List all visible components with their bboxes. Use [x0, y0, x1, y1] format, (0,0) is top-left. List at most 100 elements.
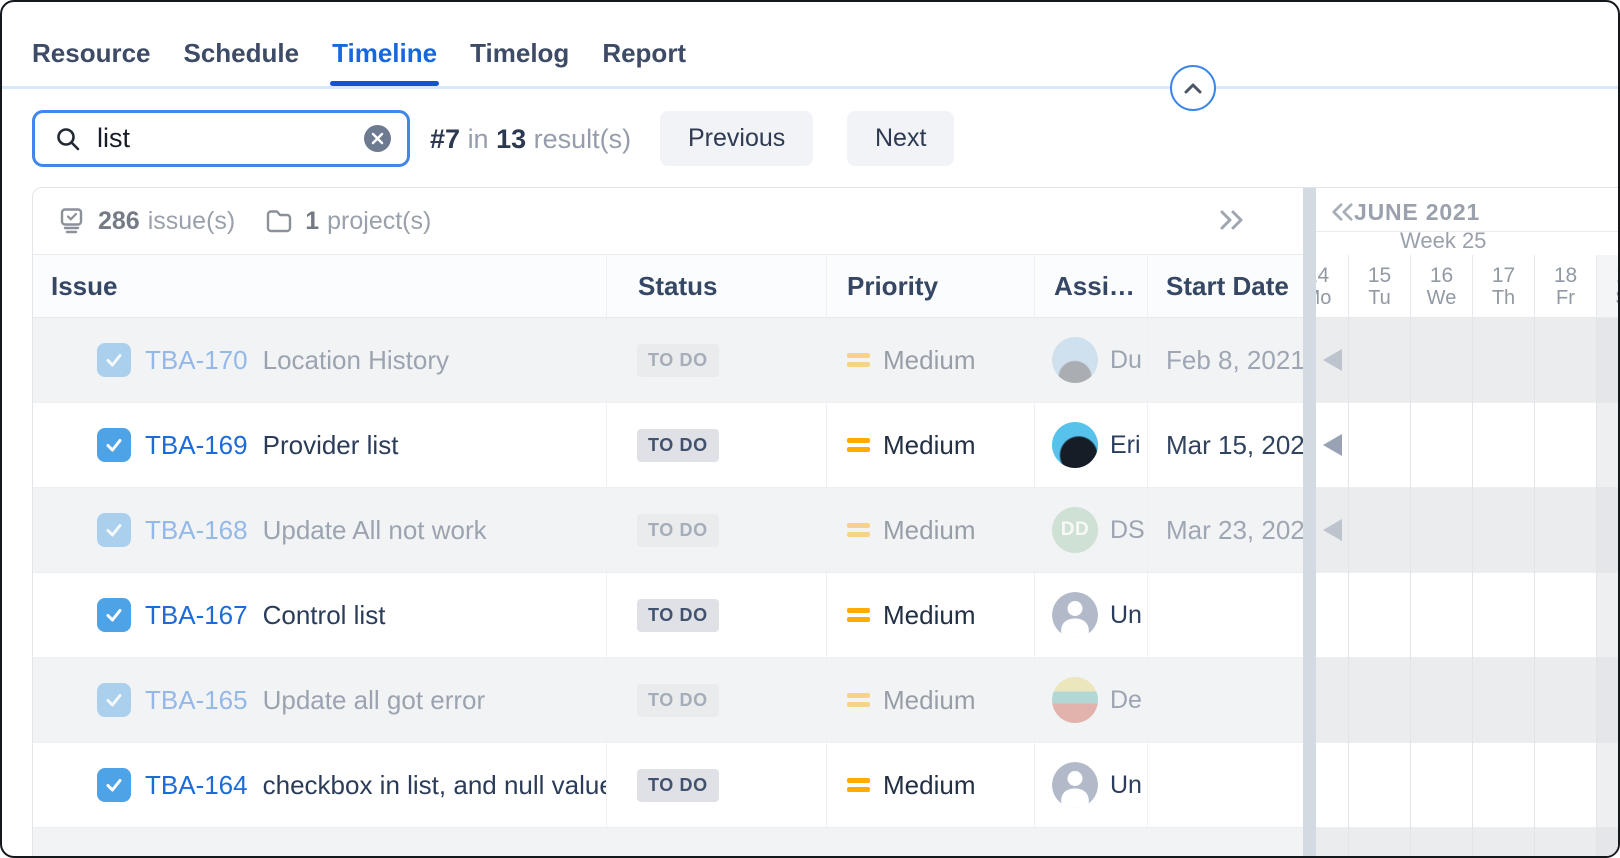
result-of-label: in — [467, 124, 489, 154]
partial-next-row — [33, 828, 1303, 856]
tab-bar: Resource Schedule Timeline Timelog Report — [32, 38, 686, 86]
timeline-month-label: JUNE 2021 — [1354, 199, 1481, 225]
assignee-name: Un — [1110, 770, 1142, 799]
priority-medium-icon — [847, 778, 870, 792]
day-header-cell: 14Mo — [1316, 255, 1348, 317]
column-header-row: Issue Status Priority Assignee Start Dat… — [33, 255, 1303, 318]
day-gridline — [1596, 318, 1597, 856]
issue-summary: checkbox in list, and null value — [262, 769, 606, 800]
row-checkbox[interactable] — [97, 683, 131, 717]
result-total: 13 — [496, 124, 527, 154]
tab-resource[interactable]: Resource — [32, 38, 151, 68]
issue-key-link[interactable]: TBA-168 — [145, 514, 248, 545]
previous-result-button[interactable]: Previous — [660, 111, 814, 166]
timeline-day-header: 14Mo15Tu16We17Th18Fr19Sa — [1316, 255, 1618, 318]
issue-summary: Update All not work — [262, 514, 487, 545]
issue-key-link[interactable]: TBA-167 — [145, 599, 248, 630]
issue-key-link[interactable]: TBA-165 — [145, 684, 248, 715]
day-header-cell: 16 We — [1410, 255, 1472, 317]
double-chevron-left-icon[interactable] — [1328, 201, 1356, 226]
avatar-photo — [1052, 422, 1098, 468]
row-checkbox[interactable] — [97, 428, 131, 462]
status-badge: TO DO — [637, 768, 719, 802]
day-header-cell: 19Sa — [1596, 255, 1618, 317]
tab-schedule[interactable]: Schedule — [183, 38, 300, 68]
priority-label: Medium — [883, 769, 976, 800]
tab-underline-track — [2, 86, 1618, 89]
issues-stack-icon — [60, 208, 83, 234]
priority-label: Medium — [883, 684, 976, 715]
issue-key-link[interactable]: TBA-170 — [145, 344, 248, 375]
avatar-unassigned-icon — [1052, 592, 1098, 638]
row-checkbox[interactable] — [97, 598, 131, 632]
search-query-text: list — [97, 123, 130, 153]
priority-label: Medium — [883, 514, 976, 545]
day-header-cell: 18 Fr — [1534, 255, 1596, 317]
row-checkbox[interactable] — [97, 513, 131, 547]
issues-pane: 286 issue(s) 1 project(s) Issue Status P… — [33, 188, 1303, 856]
timeline-row — [1316, 318, 1618, 403]
search-input[interactable]: list — [32, 110, 410, 167]
priority-medium-icon — [847, 353, 870, 367]
offscreen-bar-marker-icon[interactable] — [1323, 519, 1342, 541]
table-row[interactable]: TBA-170 Location History TO DO Medium Du Feb … — [33, 318, 1303, 403]
search-result-counter: #7 in 13 result(s) — [430, 124, 631, 155]
pane-splitter[interactable] — [1303, 188, 1316, 856]
tab-timeline[interactable]: Timeline — [330, 38, 440, 86]
priority-label: Medium — [883, 429, 976, 460]
avatar-cartoon — [1052, 677, 1098, 723]
table-row[interactable]: TBA-164 checkbox in list, and null value T… — [33, 743, 1303, 828]
avatar-initials: DD — [1052, 507, 1098, 553]
status-badge: TO DO — [637, 428, 719, 462]
status-badge: TO DO — [637, 343, 719, 377]
close-icon — [371, 132, 384, 145]
chevron-up-icon — [1184, 83, 1202, 93]
day-gridline — [1534, 318, 1535, 856]
tab-timelog[interactable]: Timelog — [470, 38, 570, 68]
clear-search-button[interactable] — [364, 125, 391, 152]
weekend-column-shade — [1596, 318, 1618, 856]
issue-summary: Update all got error — [262, 684, 486, 715]
assignee-name: De — [1110, 685, 1142, 714]
status-badge: TO DO — [637, 513, 719, 547]
start-date-value: Mar 15, 2021 — [1147, 403, 1303, 487]
project-count-label: project(s) — [327, 206, 432, 235]
issue-count-label: issue(s) — [147, 206, 236, 235]
assignee-name: Du — [1110, 345, 1142, 374]
offscreen-bar-marker-icon[interactable] — [1323, 434, 1342, 456]
issue-key-link[interactable]: TBA-169 — [145, 429, 248, 460]
day-gridline — [1410, 318, 1411, 856]
day-header-cell: 15 Tu — [1348, 255, 1410, 317]
start-date-value: Mar 23, 2021 — [1147, 488, 1303, 572]
start-date-value — [1147, 743, 1303, 827]
row-checkbox[interactable] — [97, 343, 131, 377]
status-badge: TO DO — [637, 683, 719, 717]
issue-key-link[interactable]: TBA-164 — [145, 769, 248, 800]
timeline-row — [1316, 403, 1618, 488]
next-result-button[interactable]: Next — [847, 111, 955, 166]
tab-report[interactable]: Report — [602, 38, 687, 68]
timeline-month-header: JUNE 2021 — [1316, 188, 1618, 232]
assignee-name: Un — [1110, 600, 1142, 629]
collapse-toolbar-button[interactable] — [1170, 65, 1216, 111]
avatar-unassigned-icon — [1052, 762, 1098, 808]
table-row[interactable]: TBA-165 Update all got error TO DO Medium De — [33, 658, 1303, 743]
column-header-assignee: Assignee — [1034, 255, 1147, 317]
table-row[interactable]: TBA-168 Update All not work TO DO Medium DD D… — [33, 488, 1303, 573]
double-chevron-right-icon — [1220, 210, 1243, 230]
day-gridline — [1472, 318, 1473, 856]
avatar-photo — [1052, 337, 1098, 383]
expand-columns-button[interactable] — [1218, 208, 1248, 235]
issue-summary: Provider list — [262, 429, 399, 460]
offscreen-bar-marker-icon[interactable] — [1323, 349, 1342, 371]
column-header-issue: Issue — [51, 270, 118, 301]
timeline-grid — [1316, 318, 1618, 856]
timeline-week-label: Week 25 — [1400, 228, 1487, 253]
start-date-value — [1147, 573, 1303, 657]
start-date-value: Feb 8, 2021 — [1147, 318, 1303, 402]
row-checkbox[interactable] — [97, 768, 131, 802]
table-row[interactable]: TBA-169 Provider list TO DO Medium Eri Mar 15… — [33, 403, 1303, 488]
timeline-row — [1316, 743, 1618, 828]
table-row[interactable]: TBA-167 Control list TO DO Medium Un — [33, 573, 1303, 658]
issue-count: 286 — [98, 206, 140, 235]
